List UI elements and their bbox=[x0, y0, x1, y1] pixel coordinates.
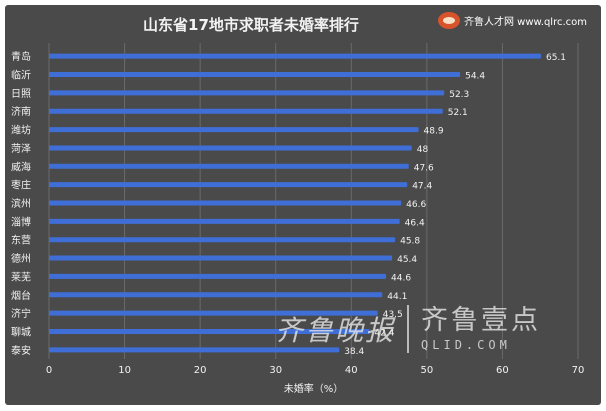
category-label: 日照 bbox=[11, 88, 31, 100]
category-label: 济南 bbox=[11, 105, 31, 118]
value-label: 44.6 bbox=[391, 273, 411, 283]
value-label: 42.4 bbox=[374, 328, 394, 338]
bar bbox=[49, 328, 370, 334]
x-axis-title: 未婚率（%） bbox=[284, 382, 344, 395]
x-tick-label: 50 bbox=[420, 365, 433, 376]
x-tick-label: 70 bbox=[572, 365, 585, 376]
bar bbox=[49, 310, 378, 316]
category-label: 莱芜 bbox=[11, 270, 31, 283]
value-label: 52.1 bbox=[448, 108, 468, 118]
category-label: 泰安 bbox=[11, 344, 31, 357]
category-label: 威海 bbox=[11, 160, 31, 173]
category-label: 临沂 bbox=[11, 69, 31, 82]
bar bbox=[49, 200, 402, 206]
category-label: 聊城 bbox=[11, 325, 31, 338]
bar bbox=[49, 53, 541, 59]
value-label: 52.3 bbox=[449, 90, 469, 100]
bar bbox=[49, 347, 340, 353]
bar bbox=[49, 90, 445, 96]
bar-chart: 山东省17地市求职者未婚率排行 0 10 20 30 40 50 60 70 未婚率（%） 青岛 65… bbox=[11, 16, 585, 395]
value-label: 48.9 bbox=[424, 127, 444, 137]
x-tick-label: 20 bbox=[194, 365, 207, 376]
bar bbox=[49, 182, 408, 188]
category-label: 德州 bbox=[11, 252, 31, 265]
category-label: 滨州 bbox=[11, 197, 31, 210]
bar bbox=[49, 127, 419, 133]
value-label: 54.4 bbox=[465, 72, 485, 82]
watermark-newspaper-name: 齐鲁晚报 bbox=[275, 314, 396, 347]
category-label: 济宁 bbox=[11, 307, 31, 320]
bar bbox=[49, 108, 443, 114]
brand-name: 齐鲁人才网 bbox=[463, 17, 514, 28]
value-label: 46.4 bbox=[405, 218, 425, 228]
x-tick-label: 10 bbox=[118, 365, 131, 376]
bar bbox=[49, 237, 396, 243]
bar bbox=[49, 292, 383, 298]
bar bbox=[49, 72, 461, 78]
category-label: 青岛 bbox=[11, 50, 31, 63]
x-tick-label: 60 bbox=[496, 365, 509, 376]
bar bbox=[49, 163, 409, 169]
value-label: 44.1 bbox=[387, 292, 407, 302]
value-label: 45.8 bbox=[400, 237, 420, 247]
value-label: 65.1 bbox=[546, 53, 566, 63]
category-label: 烟台 bbox=[11, 289, 31, 302]
brand-badge: 齐鲁人才网 www.qlrc.com bbox=[437, 12, 587, 29]
category-label: 东营 bbox=[11, 234, 31, 247]
watermark-brand-name: 齐鲁壹点 bbox=[421, 305, 542, 336]
bar bbox=[49, 218, 400, 224]
watermark-url: QLID.COM bbox=[421, 338, 511, 352]
chart-title: 山东省17地市求职者未婚率排行 bbox=[143, 16, 359, 34]
value-label: 46.6 bbox=[406, 200, 426, 210]
category-label: 枣庄 bbox=[11, 179, 31, 192]
value-label: 47.6 bbox=[414, 163, 434, 173]
category-label: 菏泽 bbox=[11, 143, 31, 155]
category-label: 潍坊 bbox=[11, 124, 31, 137]
bar bbox=[49, 255, 393, 261]
watermark: 齐鲁晚报 齐鲁壹点 QLID.COM bbox=[275, 305, 541, 353]
chart-panel: 山东省17地市求职者未婚率排行 0 10 20 30 40 50 60 70 未婚率（%） 青岛 65… bbox=[5, 5, 601, 405]
frog-logo-icon bbox=[437, 12, 460, 29]
bar bbox=[49, 145, 412, 151]
x-tick-label: 30 bbox=[269, 365, 282, 376]
watermark-divider bbox=[407, 305, 410, 353]
category-label: 淄博 bbox=[11, 215, 31, 228]
x-tick-label: 40 bbox=[345, 365, 358, 376]
value-label: 45.4 bbox=[397, 255, 417, 265]
value-label: 43.5 bbox=[383, 310, 403, 320]
bar bbox=[49, 273, 387, 279]
x-tick-label: 0 bbox=[46, 365, 52, 376]
value-label: 47.4 bbox=[412, 182, 432, 192]
value-label: 38.4 bbox=[344, 347, 364, 357]
brand-url: www.qlrc.com bbox=[517, 17, 587, 28]
value-label: 48 bbox=[417, 145, 429, 155]
